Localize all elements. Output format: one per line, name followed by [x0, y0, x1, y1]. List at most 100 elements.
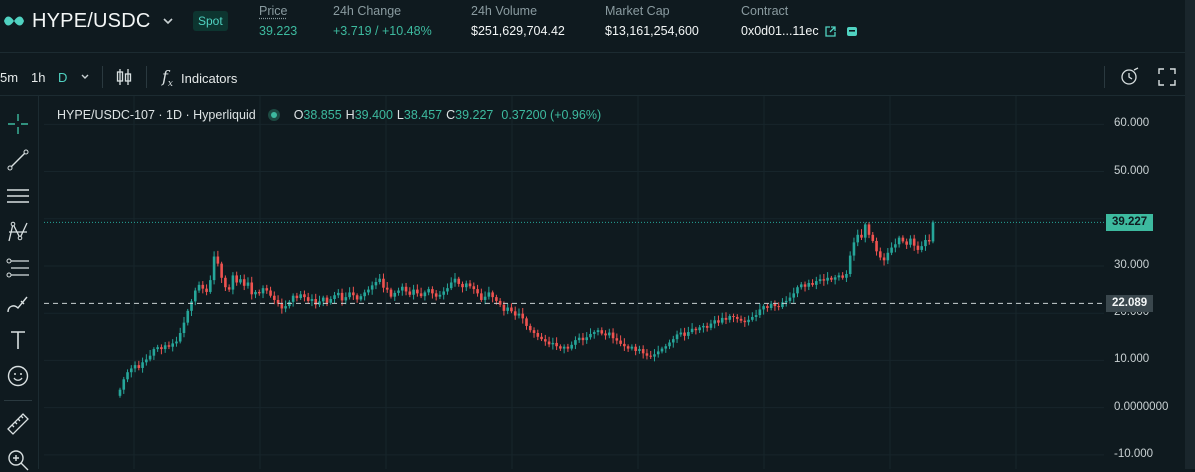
candle-body — [163, 345, 167, 350]
price-chart[interactable] — [44, 96, 1104, 469]
candle-body — [521, 313, 525, 319]
y-tick-label: 30.000 — [1114, 258, 1150, 271]
stat-label: 24h Change — [333, 4, 402, 18]
candle-body — [209, 280, 212, 292]
candle-body — [239, 279, 242, 283]
pattern-icon[interactable] — [6, 220, 30, 244]
trendline-icon[interactable] — [6, 148, 30, 172]
candle-body — [585, 337, 589, 341]
candle-body — [416, 289, 419, 294]
market-type-badge: Spot — [193, 11, 228, 31]
candle-body — [291, 295, 295, 302]
toolbar-divider — [102, 66, 103, 88]
candle-body — [638, 349, 641, 351]
parallel-lines-icon[interactable] — [6, 184, 30, 208]
candle-body — [190, 301, 193, 311]
candle-body — [758, 309, 762, 316]
contract-address[interactable]: 0x0d01...11ec — [741, 24, 819, 38]
function-icon: fx — [162, 67, 173, 90]
timeframe-5m[interactable]: 5m — [0, 70, 19, 85]
alert-clock-icon[interactable] — [1120, 67, 1140, 87]
candle-body — [295, 295, 299, 299]
stat-value: $13,161,254,600 — [605, 24, 699, 38]
candle-body — [815, 281, 818, 285]
candle-body — [254, 291, 257, 295]
candle-body — [724, 317, 728, 320]
candle-body — [355, 295, 359, 300]
candle-body — [246, 282, 250, 286]
candle-body — [769, 303, 773, 308]
candle-body — [438, 294, 442, 297]
candle-body — [634, 346, 637, 351]
crosshair-icon[interactable] — [6, 112, 30, 136]
candle-body — [502, 304, 506, 311]
candle-body — [461, 283, 464, 288]
brush-icon[interactable] — [6, 292, 30, 316]
candle-body — [212, 256, 216, 281]
candle-body — [664, 346, 668, 349]
ruler-icon[interactable] — [6, 412, 30, 436]
candle-body — [747, 319, 750, 323]
candle-body — [235, 275, 238, 283]
candle-body — [288, 301, 291, 307]
candle-body — [303, 294, 306, 298]
external-link-icon[interactable] — [824, 25, 836, 37]
candle-body — [912, 238, 916, 246]
legend-close: 39.227 — [455, 108, 494, 122]
legend-l-label: L — [396, 108, 404, 122]
candle-body — [329, 299, 333, 303]
stat-24h-change: 24h Change +3.719 / +10.48% — [333, 4, 432, 38]
candle-body — [649, 355, 653, 357]
candle-body — [528, 325, 532, 331]
stat-label: Market Cap — [605, 4, 670, 18]
candle-body — [427, 289, 430, 293]
fib-icon[interactable] — [6, 256, 30, 280]
stat-price: Price 39.223 — [259, 4, 297, 38]
text-icon[interactable] — [6, 328, 30, 352]
candle-body — [619, 340, 622, 344]
legend-title: HYPE/USDC-107 · 1D · Hyperliquid — [57, 108, 256, 122]
candle-body — [709, 323, 713, 328]
price-axis[interactable]: 60.00050.00030.00020.00010.0000.0000000-… — [1104, 96, 1185, 469]
candle-body — [807, 282, 811, 287]
candle-body — [826, 277, 829, 281]
candle-body — [570, 344, 573, 349]
candle-body — [480, 293, 483, 300]
chevron-down-icon[interactable] — [79, 72, 91, 82]
fullscreen-icon[interactable] — [1158, 68, 1176, 86]
legend-open: 38.855 — [303, 108, 342, 122]
candle-body — [129, 368, 133, 373]
candle-body — [220, 263, 223, 278]
candle-body — [803, 284, 807, 287]
y-tick-label: 50.000 — [1114, 164, 1150, 177]
candle-type-icon[interactable] — [115, 68, 133, 86]
timeframe-1h[interactable]: 1h — [31, 70, 46, 85]
candle-body — [152, 349, 156, 356]
candle-body — [314, 299, 318, 305]
candle-body — [476, 289, 479, 294]
pair-selector[interactable]: HYPE/USDC — [0, 6, 175, 36]
timeframe-d[interactable]: D — [58, 70, 68, 85]
candle-body — [431, 289, 434, 294]
candle-body — [886, 252, 890, 261]
indicators-button[interactable]: fx Indicators — [162, 67, 237, 89]
candle-body — [630, 346, 634, 349]
wallet-icon[interactable] — [846, 26, 858, 37]
candle-body — [224, 277, 227, 288]
zoom-icon[interactable] — [6, 448, 30, 472]
pair-name: HYPE/USDC — [32, 9, 151, 32]
candle-body — [660, 348, 664, 352]
candle-body — [423, 292, 427, 297]
emoji-icon[interactable] — [6, 364, 30, 388]
candle-body — [713, 320, 716, 324]
candle-body — [901, 237, 905, 242]
candle-body — [837, 275, 841, 278]
chevron-down-icon[interactable] — [161, 14, 175, 28]
candle-body — [743, 320, 747, 323]
candle-body — [525, 318, 528, 326]
candle-body — [683, 332, 686, 336]
stat-label: Contract — [741, 4, 789, 18]
candle-body — [845, 274, 848, 278]
candle-body — [261, 288, 265, 294]
candle-body — [611, 332, 615, 339]
